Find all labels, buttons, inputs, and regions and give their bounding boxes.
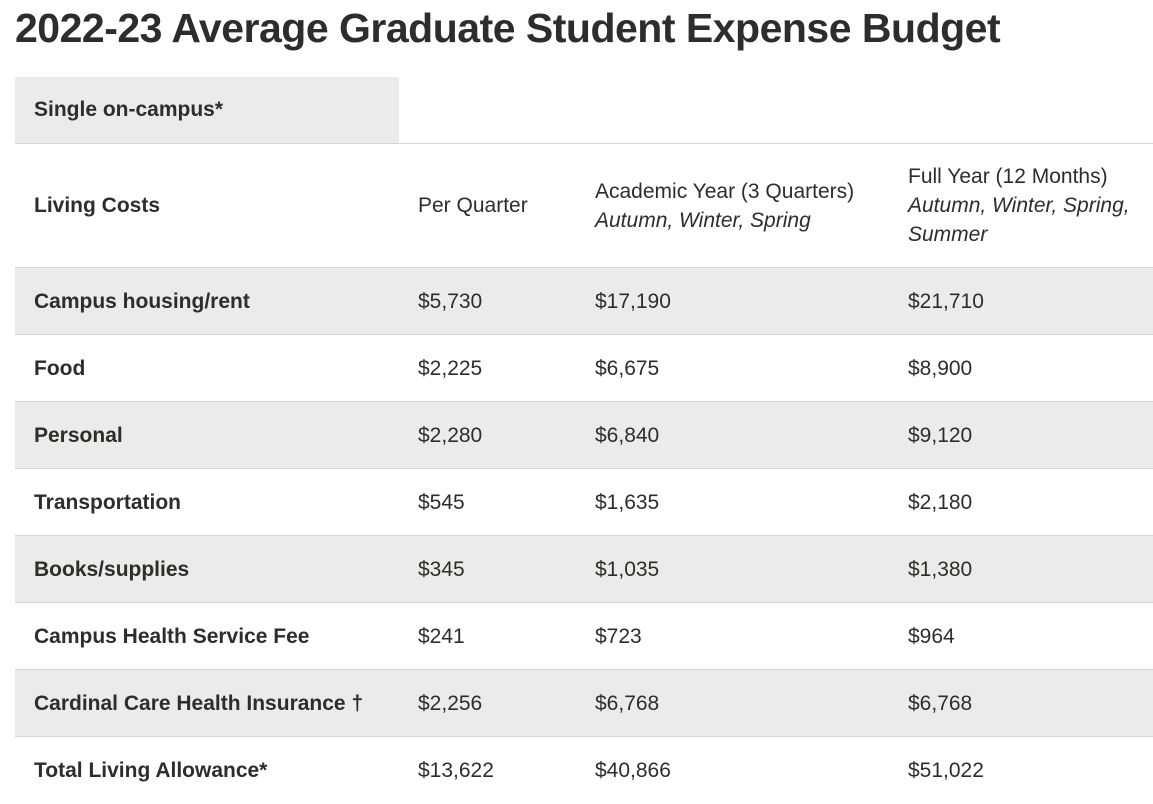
per-quarter-value: $13,622 — [418, 759, 494, 782]
table-row: Personal $2,280 $6,840 $9,120 — [15, 402, 1153, 469]
academic-year-value: $723 — [595, 624, 642, 648]
header-academic-year: Academic Year (3 Quarters) Autumn, Winte… — [595, 144, 854, 267]
per-quarter-value: $2,225 — [418, 356, 483, 380]
full-year-value: $8,900 — [908, 356, 973, 380]
row-label: Transportation — [34, 490, 182, 514]
table-row: Cardinal Care Health Insurance † $2,256 … — [15, 670, 1153, 737]
academic-year-value: $6,840 — [595, 423, 660, 447]
header-per-quarter: Per Quarter — [418, 194, 528, 217]
tab-bar: Single on-campus* — [15, 77, 1153, 144]
table-header-row: Living Costs Per Quarter Academic Year (… — [15, 144, 1153, 268]
table-row-total: Total Living Allowance* $13,622 $40,866 … — [15, 737, 1153, 804]
per-quarter-value: $5,730 — [418, 289, 483, 313]
table-row: Campus Health Service Fee $241 $723 $964 — [15, 603, 1153, 670]
row-label: Personal — [34, 423, 123, 447]
table-row: Food $2,225 $6,675 $8,900 — [15, 335, 1153, 402]
tab-single-on-campus[interactable]: Single on-campus* — [15, 77, 399, 143]
per-quarter-value: $345 — [418, 557, 465, 581]
per-quarter-value: $545 — [418, 490, 465, 514]
header-academic-year-title: Academic Year (3 Quarters) — [595, 179, 855, 203]
academic-year-value: $6,675 — [595, 356, 660, 380]
row-label: Total Living Allowance* — [34, 759, 268, 782]
academic-year-value: $1,635 — [595, 490, 660, 514]
full-year-value: $964 — [908, 624, 955, 648]
per-quarter-value: $2,256 — [418, 691, 483, 715]
header-living-costs: Living Costs — [34, 194, 161, 217]
per-quarter-value: $2,280 — [418, 423, 483, 447]
row-label: Campus housing/rent — [34, 289, 250, 313]
header-academic-year-subtitle: Autumn, Winter, Spring — [595, 208, 811, 232]
full-year-value: $9,120 — [908, 423, 973, 447]
per-quarter-value: $241 — [418, 624, 465, 648]
academic-year-value: $6,768 — [595, 691, 660, 715]
header-full-year: Full Year (12 Months) Autumn, Winter, Sp… — [908, 144, 1130, 267]
header-full-year-subtitle-1: Autumn, Winter, Spring, — [908, 194, 1130, 217]
full-year-value: $21,710 — [908, 289, 984, 313]
row-label: Campus Health Service Fee — [34, 624, 310, 648]
table-row: Campus housing/rent $5,730 $17,190 $21,7… — [15, 268, 1153, 335]
budget-table: Living Costs Per Quarter Academic Year (… — [15, 144, 1153, 804]
header-full-year-subtitle-2: Summer — [908, 223, 988, 246]
table-row: Transportation $545 $1,635 $2,180 — [15, 469, 1153, 536]
row-label: Cardinal Care Health Insurance † — [34, 691, 364, 715]
header-full-year-title: Full Year (12 Months) — [908, 165, 1108, 188]
full-year-value: $2,180 — [908, 490, 973, 514]
page-title: 2022-23 Average Graduate Student Expense… — [15, 5, 1001, 51]
academic-year-value: $17,190 — [595, 289, 671, 313]
table-row: Books/supplies $345 $1,035 $1,380 — [15, 536, 1153, 603]
row-label: Food — [34, 356, 86, 380]
academic-year-value: $1,035 — [595, 557, 660, 581]
row-label: Books/supplies — [34, 557, 190, 581]
full-year-value: $51,022 — [908, 759, 984, 782]
full-year-value: $6,768 — [908, 691, 973, 715]
full-year-value: $1,380 — [908, 557, 973, 581]
academic-year-value: $40,866 — [595, 759, 671, 782]
